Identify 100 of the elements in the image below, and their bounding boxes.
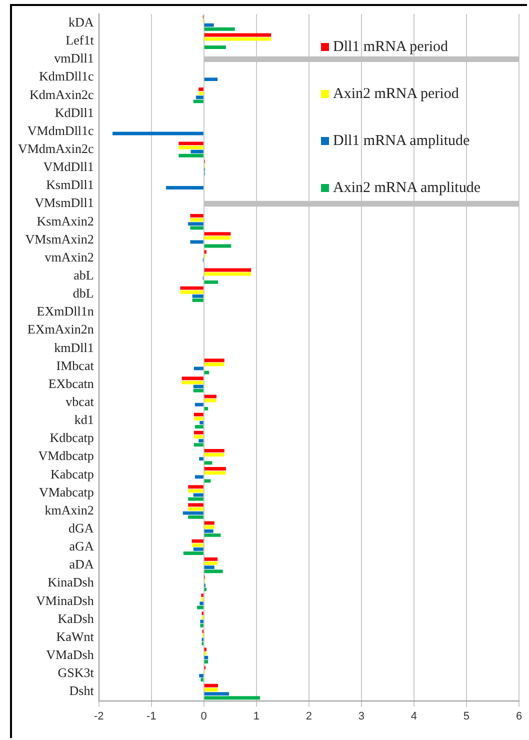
legend-label: Axin2 mRNA period <box>333 86 459 102</box>
y-tick-label: kmAxin2 <box>44 502 94 518</box>
y-tick-label: dbL <box>72 286 94 301</box>
bar <box>199 457 204 461</box>
bar <box>190 214 204 218</box>
bar <box>190 240 204 244</box>
bar <box>198 88 204 91</box>
y-tick-label: EXbcatn <box>48 376 94 391</box>
y-tick-label: abL <box>74 267 94 282</box>
bar <box>194 366 204 370</box>
bar <box>204 660 208 664</box>
bar <box>192 298 204 302</box>
bar <box>194 412 204 416</box>
bar <box>204 566 214 570</box>
bar <box>204 471 226 475</box>
bar <box>190 218 204 222</box>
bar <box>204 453 224 456</box>
bar <box>204 656 208 660</box>
y-tick-label: KdmAxin2c <box>30 86 94 102</box>
y-tick-label: VMdDll1 <box>43 159 94 174</box>
bar <box>204 684 218 688</box>
bar <box>198 439 204 442</box>
bar <box>194 416 204 420</box>
bar <box>204 232 231 236</box>
bar <box>182 511 204 515</box>
bar <box>188 489 204 493</box>
bar <box>199 674 204 678</box>
y-tick-label: VMsmDll1 <box>34 195 94 210</box>
bar <box>204 557 218 561</box>
bar <box>204 529 214 533</box>
y-tick-label: KaWnt <box>56 628 94 644</box>
bar <box>204 525 214 529</box>
y-tick-label: VMdmDll1c <box>27 122 94 138</box>
bar <box>178 154 204 158</box>
bar <box>204 358 224 362</box>
bar <box>194 425 204 428</box>
bar <box>204 272 252 276</box>
bar <box>188 485 204 489</box>
bar <box>180 290 204 294</box>
bar <box>188 497 204 501</box>
bar <box>192 539 204 543</box>
bar <box>194 430 204 434</box>
y-tick-label: KinaDsh <box>48 574 94 590</box>
bar <box>194 402 204 406</box>
bar <box>204 467 226 471</box>
bar <box>198 92 204 96</box>
bar <box>204 448 224 452</box>
x-tick-label: 0 <box>200 710 207 722</box>
bar <box>166 186 204 190</box>
bar <box>188 222 204 226</box>
bar <box>194 434 204 438</box>
bar <box>204 370 210 374</box>
y-tick-label: aGA <box>69 538 94 554</box>
y-tick-label: VMdbcatp <box>38 448 94 464</box>
bar <box>204 45 226 49</box>
bar <box>204 78 218 82</box>
bar <box>204 23 214 27</box>
bar <box>193 547 204 551</box>
bar <box>193 384 204 388</box>
y-tick-label: Kabcatp <box>50 466 94 482</box>
bar <box>204 280 218 284</box>
legend-label: Dll1 mRNA period <box>333 38 448 56</box>
x-tick-label: 1 <box>253 710 260 722</box>
bar <box>197 606 204 610</box>
y-tick-label: vmDll1 <box>54 50 94 66</box>
bar <box>200 624 204 628</box>
bar <box>182 380 204 384</box>
bar <box>204 688 218 692</box>
bar <box>183 552 204 555</box>
bar <box>200 678 204 682</box>
bar <box>200 420 204 424</box>
bar <box>204 268 252 272</box>
y-tick-label: IMbcat <box>56 358 94 373</box>
bar <box>204 236 231 240</box>
bar <box>204 692 230 696</box>
y-tick-label: dGA <box>68 520 94 536</box>
y-tick-label: kDA <box>68 14 94 30</box>
y-tick-label: kd1 <box>74 412 94 428</box>
bar <box>204 27 235 31</box>
legend-label: Dll1 mRNA amplitude <box>333 132 470 150</box>
bar <box>188 503 204 507</box>
legend-label: Axin2 mRNA amplitude <box>333 180 480 196</box>
bar <box>204 533 221 537</box>
x-tick-label: 4 <box>410 710 418 722</box>
bar <box>204 570 223 574</box>
bar <box>188 515 204 519</box>
bar <box>204 696 260 700</box>
bar <box>190 226 204 230</box>
y-tick-label: VMinaDsh <box>36 592 94 608</box>
y-tick-label: EXmDll1n <box>36 304 94 319</box>
x-tick-label: 5 <box>463 710 470 722</box>
y-tick-label: kmDll1 <box>54 340 94 355</box>
x-tick-label: -1 <box>146 710 156 722</box>
bar <box>182 376 204 380</box>
x-tick-label: -2 <box>94 710 104 722</box>
y-tick-label: GSK3t <box>58 665 94 680</box>
bar <box>204 37 272 41</box>
y-tick-label: VMsmAxin2 <box>25 231 94 246</box>
y-tick-label: EXmAxin2n <box>27 322 94 337</box>
y-tick-label: KaDsh <box>58 610 94 626</box>
